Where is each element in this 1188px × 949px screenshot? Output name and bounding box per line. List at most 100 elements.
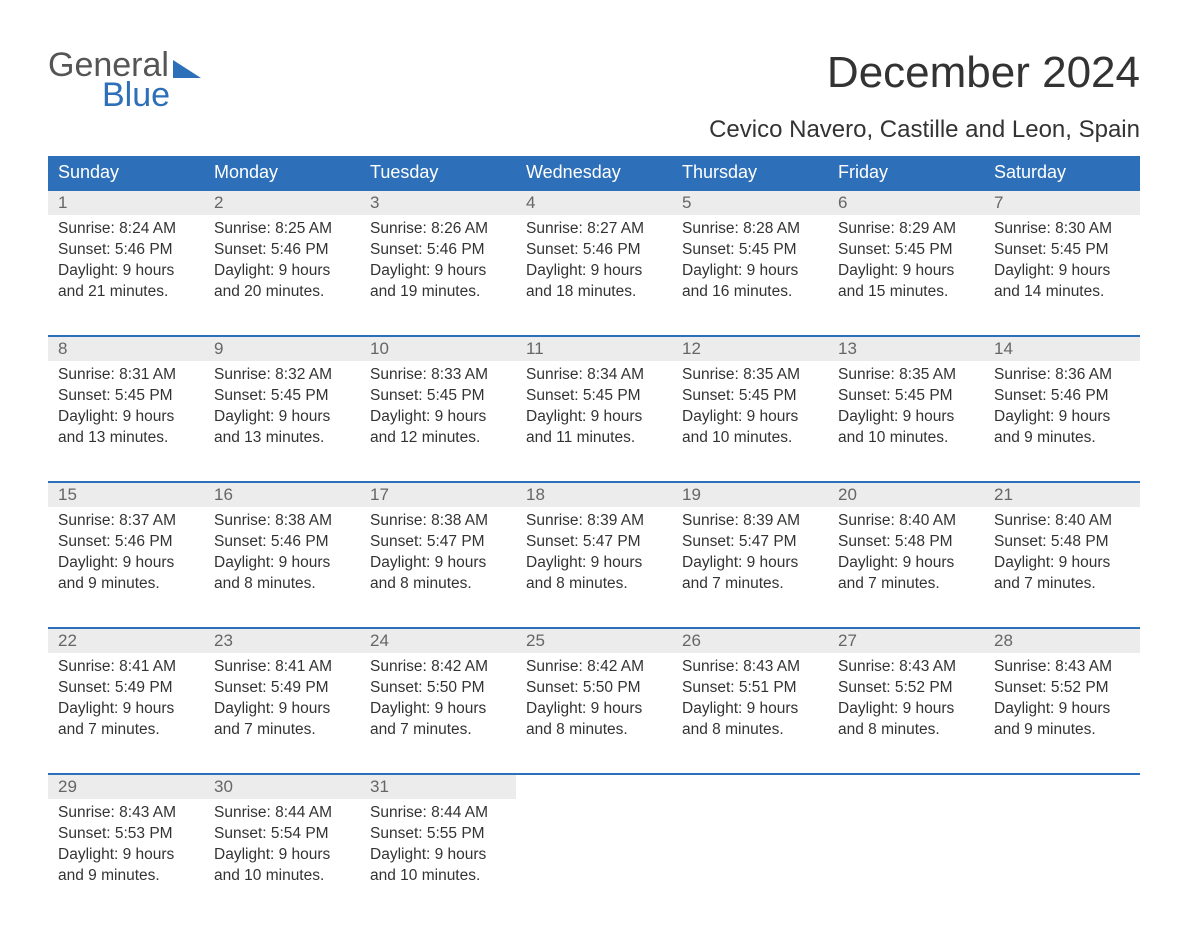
day-sunset: Sunset: 5:45 PM (838, 240, 974, 261)
day-header: Tuesday (360, 156, 516, 190)
day-number: 20 (828, 482, 984, 507)
day-cell: Sunrise: 8:40 AMSunset: 5:48 PMDaylight:… (984, 507, 1140, 609)
empty-day (984, 799, 1140, 901)
day-d1: Daylight: 9 hours (370, 261, 506, 282)
day-d2: and 9 minutes. (58, 866, 194, 887)
week-separator (48, 317, 1140, 336)
day-number: 23 (204, 628, 360, 653)
day-d2: and 9 minutes. (994, 428, 1130, 449)
day-sunrise: Sunrise: 8:39 AM (526, 511, 662, 532)
day-sunset: Sunset: 5:45 PM (214, 386, 350, 407)
empty-day (672, 774, 828, 799)
empty-day (828, 774, 984, 799)
day-sunset: Sunset: 5:46 PM (214, 240, 350, 261)
day-d2: and 8 minutes. (526, 574, 662, 595)
day-sunrise: Sunrise: 8:43 AM (994, 657, 1130, 678)
day-d2: and 8 minutes. (370, 574, 506, 595)
day-number: 2 (204, 190, 360, 215)
week-separator (48, 755, 1140, 774)
day-d2: and 7 minutes. (838, 574, 974, 595)
day-header: Wednesday (516, 156, 672, 190)
day-sunset: Sunset: 5:45 PM (994, 240, 1130, 261)
day-d2: and 8 minutes. (682, 720, 818, 741)
day-number: 27 (828, 628, 984, 653)
day-d2: and 7 minutes. (682, 574, 818, 595)
day-cell: Sunrise: 8:43 AMSunset: 5:51 PMDaylight:… (672, 653, 828, 755)
day-d2: and 13 minutes. (58, 428, 194, 449)
day-d2: and 7 minutes. (994, 574, 1130, 595)
day-sunrise: Sunrise: 8:29 AM (838, 219, 974, 240)
day-sunset: Sunset: 5:47 PM (682, 532, 818, 553)
day-d1: Daylight: 9 hours (58, 553, 194, 574)
day-number: 17 (360, 482, 516, 507)
day-d2: and 7 minutes. (370, 720, 506, 741)
day-sunset: Sunset: 5:54 PM (214, 824, 350, 845)
day-d1: Daylight: 9 hours (682, 261, 818, 282)
day-cell: Sunrise: 8:36 AMSunset: 5:46 PMDaylight:… (984, 361, 1140, 463)
day-sunset: Sunset: 5:46 PM (58, 532, 194, 553)
day-d2: and 10 minutes. (838, 428, 974, 449)
day-sunset: Sunset: 5:49 PM (58, 678, 194, 699)
day-header: Sunday (48, 156, 204, 190)
week-separator (48, 463, 1140, 482)
day-d2: and 12 minutes. (370, 428, 506, 449)
day-d2: and 8 minutes. (838, 720, 974, 741)
day-sunset: Sunset: 5:47 PM (526, 532, 662, 553)
day-cell: Sunrise: 8:30 AMSunset: 5:45 PMDaylight:… (984, 215, 1140, 317)
day-d1: Daylight: 9 hours (214, 407, 350, 428)
day-number: 29 (48, 774, 204, 799)
day-sunrise: Sunrise: 8:44 AM (214, 803, 350, 824)
week-daynum-row: 293031 (48, 774, 1140, 799)
day-cell: Sunrise: 8:39 AMSunset: 5:47 PMDaylight:… (672, 507, 828, 609)
week-daynum-row: 1234567 (48, 190, 1140, 215)
day-sunset: Sunset: 5:45 PM (682, 386, 818, 407)
day-number: 11 (516, 336, 672, 361)
day-d2: and 21 minutes. (58, 282, 194, 303)
day-cell: Sunrise: 8:27 AMSunset: 5:46 PMDaylight:… (516, 215, 672, 317)
week-content-row: Sunrise: 8:24 AMSunset: 5:46 PMDaylight:… (48, 215, 1140, 317)
day-header-row: Sunday Monday Tuesday Wednesday Thursday… (48, 156, 1140, 190)
day-d1: Daylight: 9 hours (682, 699, 818, 720)
day-sunset: Sunset: 5:47 PM (370, 532, 506, 553)
day-d2: and 9 minutes. (58, 574, 194, 595)
day-sunrise: Sunrise: 8:36 AM (994, 365, 1130, 386)
day-d2: and 7 minutes. (58, 720, 194, 741)
day-d2: and 20 minutes. (214, 282, 350, 303)
day-sunset: Sunset: 5:46 PM (370, 240, 506, 261)
day-sunset: Sunset: 5:45 PM (682, 240, 818, 261)
day-sunrise: Sunrise: 8:30 AM (994, 219, 1130, 240)
day-d1: Daylight: 9 hours (838, 261, 974, 282)
day-d1: Daylight: 9 hours (994, 553, 1130, 574)
day-number: 30 (204, 774, 360, 799)
day-d2: and 15 minutes. (838, 282, 974, 303)
day-d1: Daylight: 9 hours (370, 553, 506, 574)
day-cell: Sunrise: 8:43 AMSunset: 5:53 PMDaylight:… (48, 799, 204, 901)
day-sunset: Sunset: 5:50 PM (526, 678, 662, 699)
day-number: 12 (672, 336, 828, 361)
day-number: 18 (516, 482, 672, 507)
day-cell: Sunrise: 8:43 AMSunset: 5:52 PMDaylight:… (984, 653, 1140, 755)
day-sunrise: Sunrise: 8:40 AM (994, 511, 1130, 532)
day-number: 14 (984, 336, 1140, 361)
day-number: 4 (516, 190, 672, 215)
day-sunrise: Sunrise: 8:43 AM (58, 803, 194, 824)
day-d1: Daylight: 9 hours (58, 407, 194, 428)
day-sunrise: Sunrise: 8:39 AM (682, 511, 818, 532)
day-d1: Daylight: 9 hours (214, 553, 350, 574)
day-sunset: Sunset: 5:50 PM (370, 678, 506, 699)
day-sunset: Sunset: 5:48 PM (838, 532, 974, 553)
day-cell: Sunrise: 8:26 AMSunset: 5:46 PMDaylight:… (360, 215, 516, 317)
day-sunset: Sunset: 5:48 PM (994, 532, 1130, 553)
day-cell: Sunrise: 8:42 AMSunset: 5:50 PMDaylight:… (360, 653, 516, 755)
day-d1: Daylight: 9 hours (526, 553, 662, 574)
logo: General Blue (48, 48, 201, 112)
day-number: 9 (204, 336, 360, 361)
day-sunset: Sunset: 5:52 PM (838, 678, 974, 699)
day-number: 10 (360, 336, 516, 361)
day-sunset: Sunset: 5:46 PM (994, 386, 1130, 407)
day-sunrise: Sunrise: 8:27 AM (526, 219, 662, 240)
day-cell: Sunrise: 8:25 AMSunset: 5:46 PMDaylight:… (204, 215, 360, 317)
day-sunset: Sunset: 5:51 PM (682, 678, 818, 699)
day-sunset: Sunset: 5:46 PM (526, 240, 662, 261)
day-sunrise: Sunrise: 8:25 AM (214, 219, 350, 240)
